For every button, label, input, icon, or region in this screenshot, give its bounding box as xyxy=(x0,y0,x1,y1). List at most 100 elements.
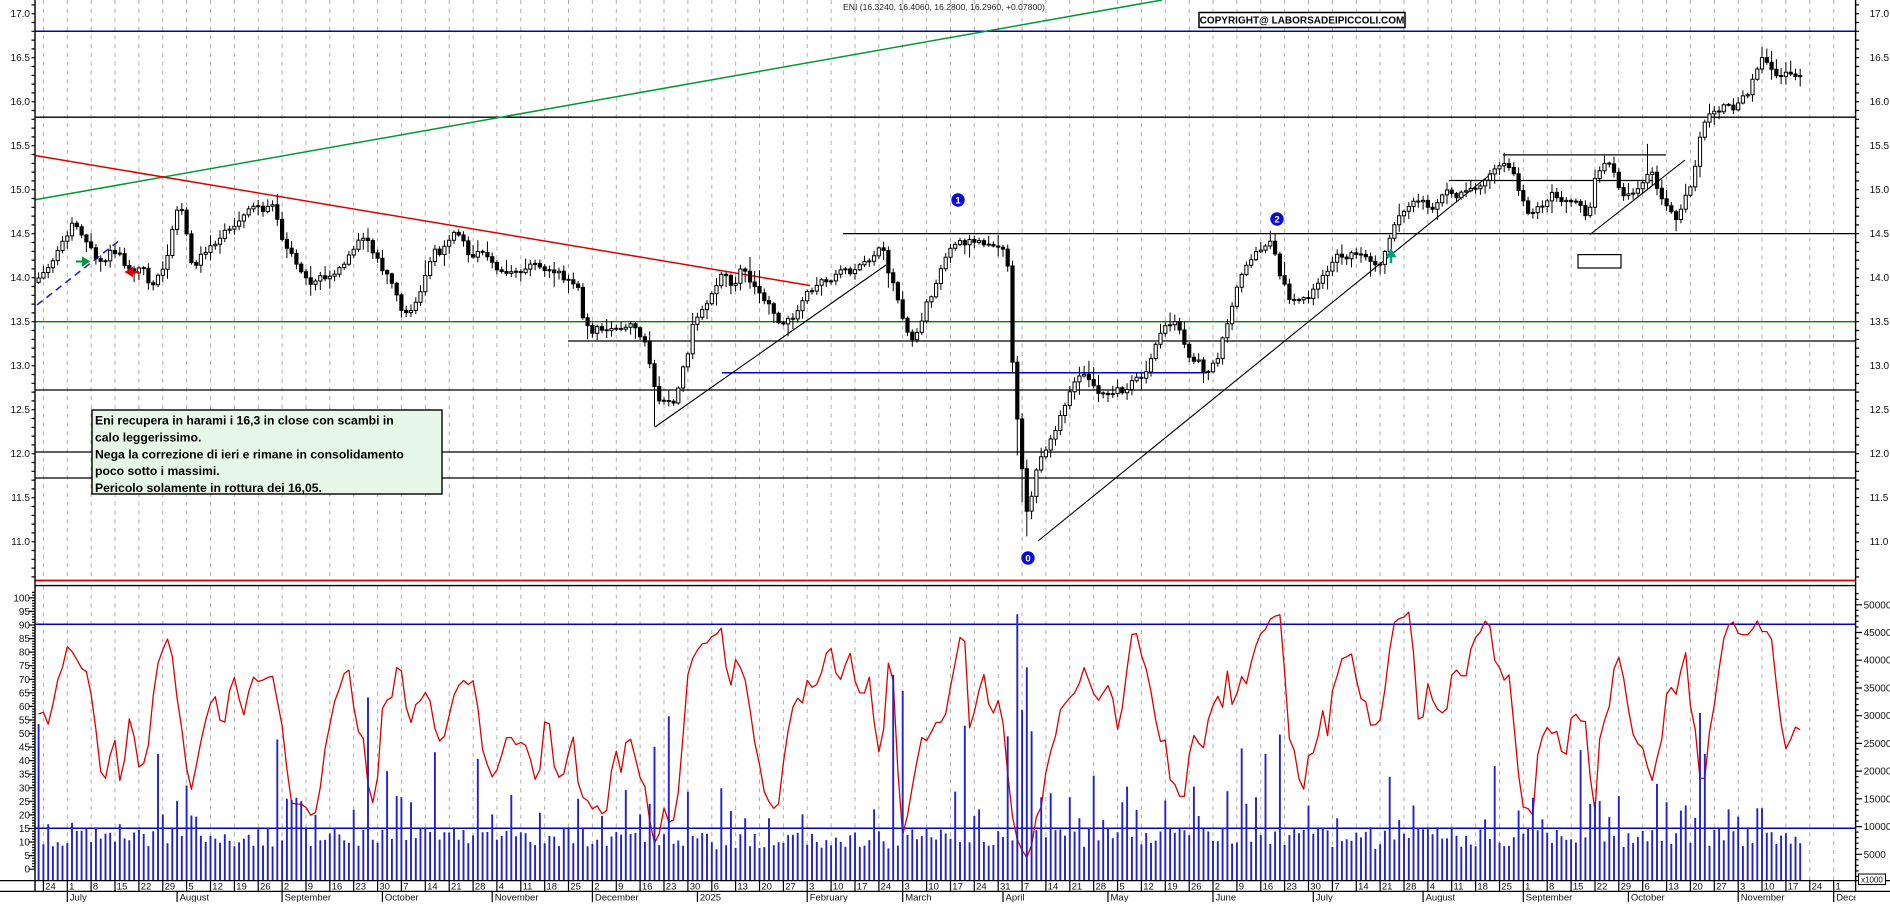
svg-text:10000: 10000 xyxy=(1864,822,1890,833)
svg-text:November: November xyxy=(1741,893,1785,903)
svg-text:16.0: 16.0 xyxy=(1870,97,1890,108)
svg-text:16: 16 xyxy=(642,882,653,893)
svg-text:24: 24 xyxy=(881,882,892,893)
svg-text:28: 28 xyxy=(475,882,486,893)
svg-text:x1000: x1000 xyxy=(1861,876,1883,885)
svg-text:28: 28 xyxy=(1096,882,1107,893)
svg-text:15.0: 15.0 xyxy=(1870,185,1890,196)
svg-text:COPYRIGHT@ LABORSADEIPICCOLI.C: COPYRIGHT@ LABORSADEIPICCOLI.COM xyxy=(1200,16,1405,27)
svg-text:May: May xyxy=(1111,893,1129,903)
svg-text:13.5: 13.5 xyxy=(11,317,31,328)
svg-text:11: 11 xyxy=(523,882,533,893)
svg-text:October: October xyxy=(1631,893,1665,903)
svg-text:Nega la correzione di ieri e r: Nega la correzione di ieri e rimane in c… xyxy=(95,447,404,461)
svg-text:15: 15 xyxy=(117,882,128,893)
svg-text:16.0: 16.0 xyxy=(11,97,31,108)
svg-text:poco sotto i massimi.: poco sotto i massimi. xyxy=(95,464,220,478)
svg-text:85: 85 xyxy=(19,634,31,645)
svg-text:13.0: 13.0 xyxy=(11,361,31,372)
svg-text:13: 13 xyxy=(737,882,748,893)
svg-text:3: 3 xyxy=(809,882,814,893)
svg-text:Eni recupera in harami i 16,3: Eni recupera in harami i 16,3 in close c… xyxy=(95,414,394,428)
svg-text:5000: 5000 xyxy=(1864,850,1887,861)
svg-text:8: 8 xyxy=(1549,882,1554,893)
svg-text:17: 17 xyxy=(857,882,868,893)
svg-text:2: 2 xyxy=(594,882,599,893)
svg-text:3: 3 xyxy=(1740,882,1745,893)
svg-text:50: 50 xyxy=(19,729,31,740)
svg-text:November: November xyxy=(495,893,539,903)
svg-text:12: 12 xyxy=(1143,882,1154,893)
svg-text:7: 7 xyxy=(403,882,408,893)
svg-text:12.0: 12.0 xyxy=(1870,449,1890,460)
svg-text:December: December xyxy=(595,893,639,903)
svg-text:40000: 40000 xyxy=(1864,656,1890,667)
svg-text:20000: 20000 xyxy=(1864,767,1890,778)
svg-text:17.0: 17.0 xyxy=(1870,9,1890,20)
svg-text:15.5: 15.5 xyxy=(1870,141,1890,152)
svg-text:13.0: 13.0 xyxy=(1870,361,1890,372)
svg-text:11.0: 11.0 xyxy=(11,537,30,548)
svg-text:10: 10 xyxy=(928,882,939,893)
svg-text:30: 30 xyxy=(379,882,390,893)
svg-text:14: 14 xyxy=(1358,882,1369,893)
svg-text:4: 4 xyxy=(1430,882,1435,893)
svg-text:10: 10 xyxy=(19,838,31,849)
svg-text:12.0: 12.0 xyxy=(11,449,31,460)
svg-text:17.0: 17.0 xyxy=(11,9,31,20)
svg-text:August: August xyxy=(180,893,210,903)
svg-text:17: 17 xyxy=(1788,882,1799,893)
svg-text:15000: 15000 xyxy=(1864,794,1890,805)
svg-text:55: 55 xyxy=(19,716,31,727)
svg-text:9: 9 xyxy=(618,882,623,893)
svg-text:21: 21 xyxy=(1382,882,1393,893)
svg-text:95: 95 xyxy=(19,607,31,618)
svg-text:14.0: 14.0 xyxy=(1870,273,1890,284)
svg-text:31: 31 xyxy=(1000,882,1011,893)
svg-text:11.5: 11.5 xyxy=(1870,493,1889,504)
svg-text:45: 45 xyxy=(19,743,31,754)
svg-text:14.0: 14.0 xyxy=(11,273,31,284)
svg-text:15: 15 xyxy=(19,824,31,835)
svg-text:26: 26 xyxy=(1191,882,1202,893)
svg-text:14.5: 14.5 xyxy=(1870,229,1890,240)
svg-text:19: 19 xyxy=(236,882,247,893)
svg-text:5: 5 xyxy=(188,882,193,893)
svg-text:60: 60 xyxy=(19,702,31,713)
svg-text:29: 29 xyxy=(165,882,176,893)
svg-text:16: 16 xyxy=(332,882,343,893)
svg-text:29: 29 xyxy=(1621,882,1632,893)
svg-text:27: 27 xyxy=(785,882,796,893)
svg-text:3: 3 xyxy=(905,882,910,893)
svg-text:calo leggerissimo.: calo leggerissimo. xyxy=(95,430,201,444)
svg-text:2025: 2025 xyxy=(700,893,721,903)
svg-text:26: 26 xyxy=(260,882,271,893)
svg-text:22: 22 xyxy=(141,882,152,893)
svg-text:21: 21 xyxy=(1072,882,1083,893)
svg-text:11: 11 xyxy=(1454,882,1464,893)
svg-text:1: 1 xyxy=(1525,882,1530,893)
svg-text:40: 40 xyxy=(19,756,31,767)
svg-text:20: 20 xyxy=(1692,882,1703,893)
svg-text:16.5: 16.5 xyxy=(1870,53,1890,64)
svg-text:15.5: 15.5 xyxy=(11,141,31,152)
svg-text:Pericolo solamente in rottura: Pericolo solamente in rottura dei 16,05. xyxy=(95,481,322,495)
svg-text:7: 7 xyxy=(1334,882,1339,893)
svg-text:1: 1 xyxy=(1836,882,1841,893)
svg-text:19: 19 xyxy=(1167,882,1178,893)
svg-text:20: 20 xyxy=(761,882,772,893)
svg-text:18: 18 xyxy=(1477,882,1488,893)
svg-text:21: 21 xyxy=(451,882,462,893)
svg-text:15.0: 15.0 xyxy=(11,185,31,196)
svg-text:14: 14 xyxy=(1048,882,1059,893)
svg-text:22: 22 xyxy=(1597,882,1608,893)
svg-text:75: 75 xyxy=(19,661,31,672)
svg-text:25: 25 xyxy=(570,882,581,893)
svg-text:14.5: 14.5 xyxy=(11,229,31,240)
svg-text:6: 6 xyxy=(714,882,719,893)
svg-text:2: 2 xyxy=(1215,882,1220,893)
svg-text:5: 5 xyxy=(1119,882,1124,893)
svg-text:30000: 30000 xyxy=(1864,711,1890,722)
svg-text:16.5: 16.5 xyxy=(11,53,31,64)
svg-text:15: 15 xyxy=(1573,882,1584,893)
